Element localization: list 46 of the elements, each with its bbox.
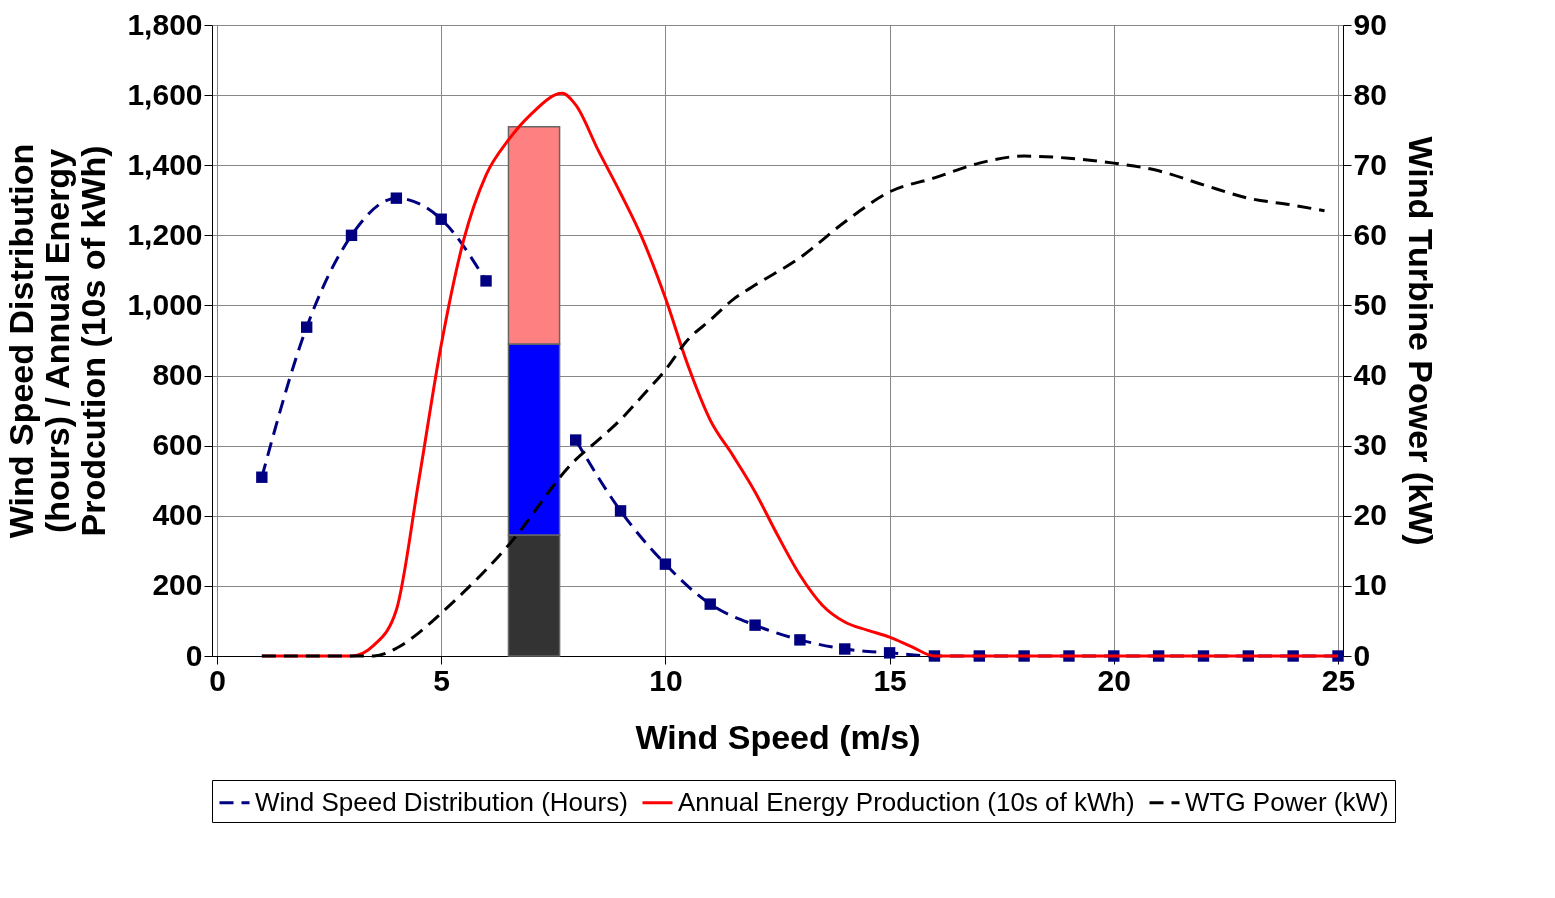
y-tick-label: 1,400 [127,147,203,181]
y2-tick-label: 80 [1353,77,1387,111]
y-tick-label: 1,000 [127,287,203,321]
y2-tick-label: 90 [1353,7,1387,41]
y2-axis-title: Wind Turbine Power (kW) [1401,136,1440,546]
point [794,634,806,646]
point [570,434,582,446]
x-tick-label: 25 [1321,663,1356,697]
point [300,321,313,333]
y2-tick-label: 10 [1353,568,1387,602]
y-tick-label: 1,600 [127,77,203,111]
legend-label: Wind Speed Distribution (Hours) [255,786,628,817]
y-tick-label: 1,200 [127,217,203,251]
y-tick-label: 0 [185,638,203,672]
point [883,647,896,659]
y2-tick-label: 30 [1353,428,1387,462]
x-tick-label: 5 [433,663,451,697]
y2-tick-label: 70 [1353,147,1387,181]
y-tick-label: 600 [152,428,203,462]
point [659,558,672,570]
point [390,192,403,204]
y2-tick-label: 60 [1353,217,1387,251]
y-tick-label: 1,800 [127,7,203,41]
y2-tick-label: 0 [1353,638,1371,672]
y-axis-title: Wind Speed Distribution (hours) / Annual Energy Prodcution (10s of kWh) [2,143,113,539]
point [704,598,716,610]
point [839,643,851,655]
point [435,213,447,225]
y-tick-label: 800 [152,358,203,392]
x-tick-label: 15 [873,663,907,697]
x-tick-label: 10 [649,663,683,697]
y-tick-label: 200 [152,568,203,602]
point [749,619,761,631]
x-axis-title: Wind Speed (m/s) [635,717,921,756]
y2-tick-label: 40 [1353,358,1387,392]
point [614,505,627,517]
point [345,229,358,242]
y2-tick-label: 20 [1353,498,1387,532]
y2-tick-label: 50 [1353,287,1387,321]
legend-label: Annual Energy Production (10s of kWh) [678,786,1135,817]
point [256,471,268,483]
legend-label: WTG Power (kW) [1185,786,1389,817]
point [480,275,492,287]
y-tick-label: 400 [152,498,203,532]
x-tick-label: 20 [1097,663,1131,697]
x-tick-label: 0 [209,663,226,697]
